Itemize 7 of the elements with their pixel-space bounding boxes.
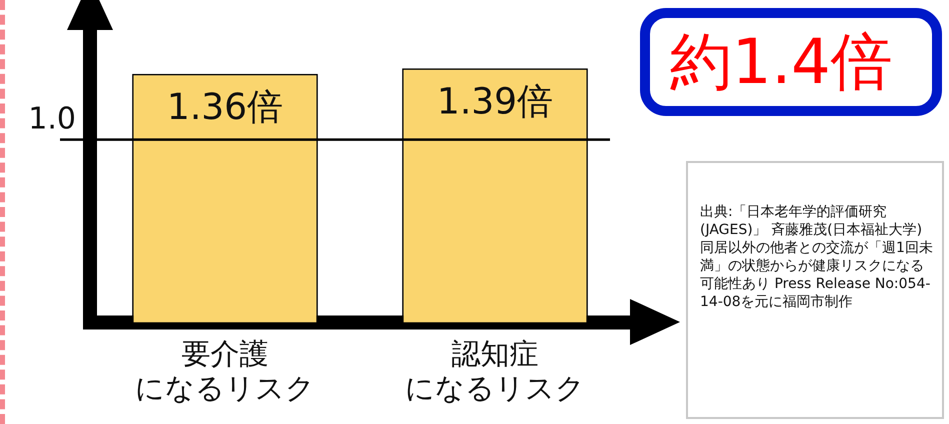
- text: 約1.4倍: [640, 8, 942, 116]
- data-label: 1.39倍: [436, 82, 554, 123]
- data-label: 1.36倍: [166, 87, 284, 128]
- source-note: 出典:「日本老年学的評価研究(JAGES)」 斉藤雅茂(日本福祉大学)同居以外の他者との交流が「週1回未満」の状態からが健康リスクになる可能性あり Press Release No:054-14-08を元に福岡市制作: [686, 161, 944, 419]
- x-tick-label: 認知症になるリスク: [405, 336, 585, 406]
- ref-line-label: 1.0: [28, 101, 76, 136]
- x-tick-label: 要介護になるリスク: [135, 336, 315, 406]
